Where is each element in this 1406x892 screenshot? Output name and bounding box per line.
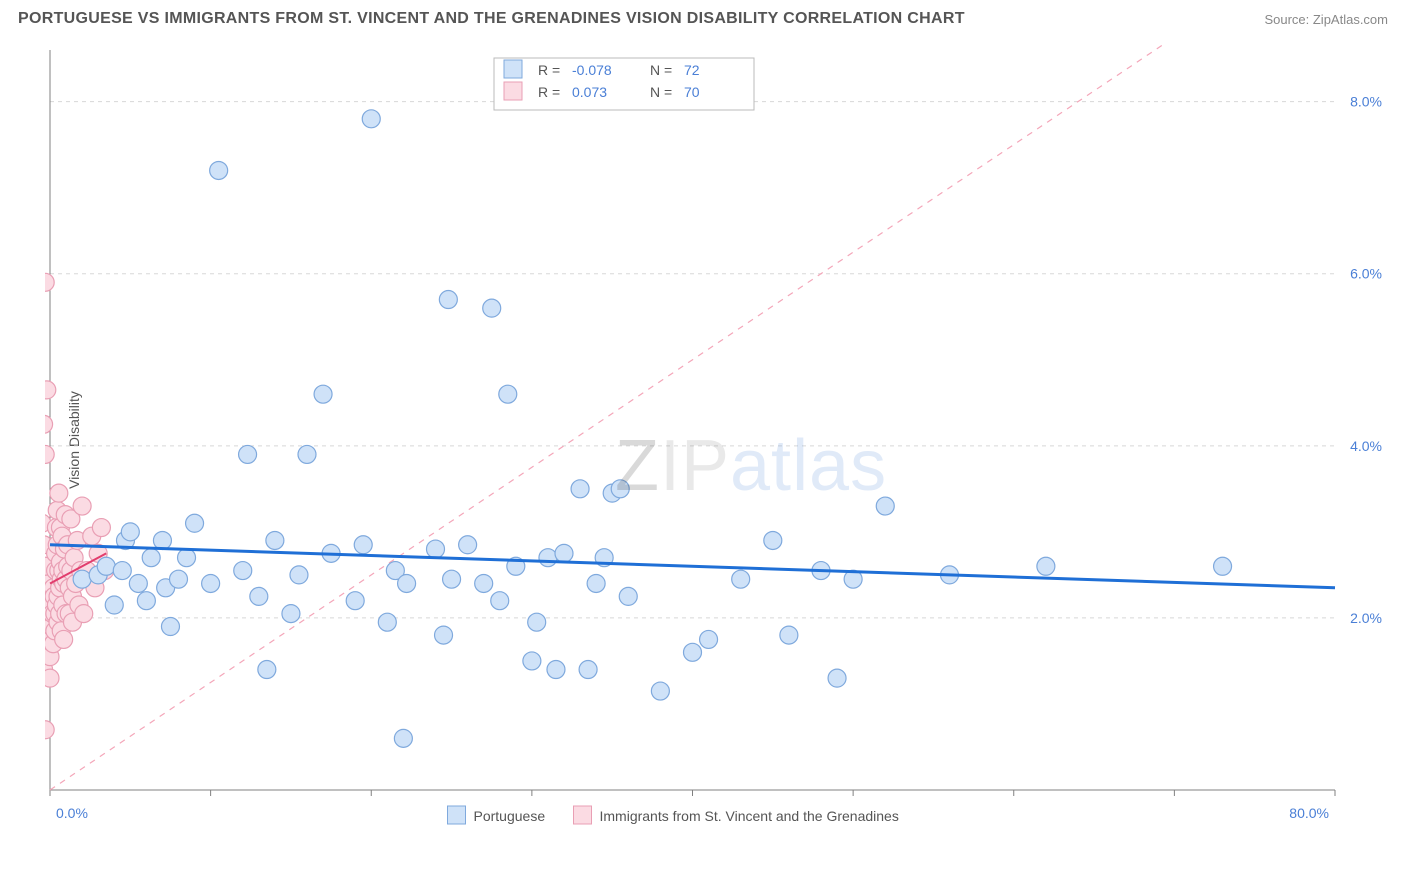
- data-point: [611, 480, 629, 498]
- data-point: [73, 497, 91, 515]
- data-point: [45, 721, 54, 739]
- data-point: [45, 381, 56, 399]
- source-attribution: Source: ZipAtlas.com: [1264, 12, 1388, 27]
- svg-text:N =: N =: [650, 62, 672, 78]
- data-point: [282, 605, 300, 623]
- data-point: [547, 661, 565, 679]
- data-point: [587, 574, 605, 592]
- svg-text:N =: N =: [650, 84, 672, 100]
- data-point: [780, 626, 798, 644]
- data-point: [732, 570, 750, 588]
- data-point: [1214, 557, 1232, 575]
- data-point: [55, 630, 73, 648]
- data-point: [619, 587, 637, 605]
- data-point: [161, 618, 179, 636]
- data-point: [290, 566, 308, 584]
- svg-text:0.073: 0.073: [572, 84, 607, 100]
- legend-bottom: Portuguese Immigrants from St. Vincent an…: [448, 806, 899, 824]
- y-tick-label: 2.0%: [1350, 610, 1382, 626]
- data-point: [186, 514, 204, 532]
- data-point: [427, 540, 445, 558]
- data-point: [346, 592, 364, 610]
- x-tick-label: 0.0%: [56, 805, 88, 821]
- data-point: [684, 643, 702, 661]
- data-point: [555, 544, 573, 562]
- y-tick-label: 8.0%: [1350, 94, 1382, 110]
- y-tick-label: 6.0%: [1350, 266, 1382, 282]
- svg-text:R =: R =: [538, 62, 560, 78]
- data-point: [475, 574, 493, 592]
- data-point: [121, 523, 139, 541]
- source-label: Source:: [1264, 12, 1312, 27]
- data-point: [202, 574, 220, 592]
- data-point: [651, 682, 669, 700]
- data-point: [483, 299, 501, 317]
- data-point: [571, 480, 589, 498]
- data-point: [92, 519, 110, 537]
- data-point: [539, 549, 557, 567]
- data-point: [178, 549, 196, 567]
- svg-text:Immigrants from St. Vincent an: Immigrants from St. Vincent and the Gren…: [600, 808, 899, 824]
- data-point: [523, 652, 541, 670]
- data-point: [459, 536, 477, 554]
- data-point: [45, 273, 54, 291]
- data-point: [1037, 557, 1055, 575]
- data-point: [105, 596, 123, 614]
- data-point: [579, 661, 597, 679]
- data-point: [499, 385, 517, 403]
- svg-text:70: 70: [684, 84, 700, 100]
- chart-svg: 2.0% 4.0% 6.0% 8.0% 0.0% 80.0% R = -0.078 N = 7…: [45, 45, 1390, 835]
- legend-top: R = -0.078 N = 72 R = 0.073 N = 70: [494, 58, 754, 110]
- svg-text:72: 72: [684, 62, 700, 78]
- data-point: [210, 161, 228, 179]
- data-point: [142, 549, 160, 567]
- data-point: [362, 110, 380, 128]
- data-point: [378, 613, 396, 631]
- svg-text:R =: R =: [538, 84, 560, 100]
- data-point: [435, 626, 453, 644]
- data-point: [45, 445, 54, 463]
- svg-text:Portuguese: Portuguese: [474, 808, 546, 824]
- data-point: [439, 291, 457, 309]
- chart-title: PORTUGUESE VS IMMIGRANTS FROM ST. VINCEN…: [18, 10, 965, 28]
- data-point: [113, 562, 131, 580]
- data-point: [97, 557, 115, 575]
- x-tick-label: 80.0%: [1289, 805, 1329, 821]
- data-point: [153, 531, 171, 549]
- data-point: [234, 562, 252, 580]
- data-point: [354, 536, 372, 554]
- data-point: [394, 729, 412, 747]
- data-point: [876, 497, 894, 515]
- y-tick-label: 4.0%: [1350, 438, 1382, 454]
- data-point: [45, 669, 59, 687]
- data-point: [266, 531, 284, 549]
- source-name: ZipAtlas.com: [1313, 12, 1388, 27]
- data-point: [170, 570, 188, 588]
- svg-text:-0.078: -0.078: [572, 62, 612, 78]
- data-point: [528, 613, 546, 631]
- data-point: [398, 574, 416, 592]
- scatter-chart: Vision Disability 2.0%4.0%6.0%8.0%0.0%80…: [45, 45, 1390, 835]
- data-point: [137, 592, 155, 610]
- data-point: [75, 605, 93, 623]
- data-point: [298, 445, 316, 463]
- data-point: [129, 574, 147, 592]
- data-point: [764, 531, 782, 549]
- data-point: [45, 415, 53, 433]
- data-point: [50, 484, 68, 502]
- data-point: [314, 385, 332, 403]
- data-point: [700, 630, 718, 648]
- data-point: [73, 570, 91, 588]
- data-point: [828, 669, 846, 687]
- data-point: [491, 592, 509, 610]
- data-point: [258, 661, 276, 679]
- data-point: [250, 587, 268, 605]
- data-point: [443, 570, 461, 588]
- data-point: [239, 445, 257, 463]
